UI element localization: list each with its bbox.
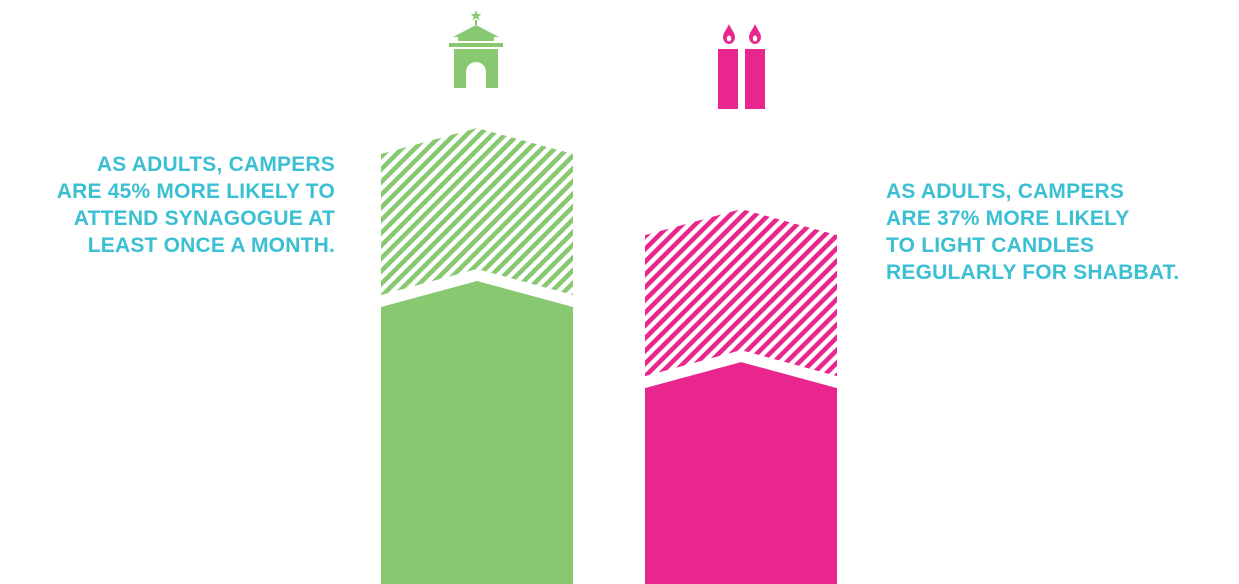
bars-layer xyxy=(381,128,837,584)
stat-line: TO LIGHT CANDLES xyxy=(886,234,1095,257)
bar xyxy=(381,128,573,584)
stat-line: AS ADULTS, CAMPERS xyxy=(886,180,1125,203)
bar xyxy=(645,209,837,584)
shabbat-candles-icon xyxy=(718,24,765,109)
stat-line: LEAST ONCE A MONTH. xyxy=(87,234,335,257)
stat-line: ARE 45% MORE LIKELY TO xyxy=(56,180,335,203)
stat-line: ATTEND SYNAGOGUE AT xyxy=(73,207,335,230)
stat-line: REGULARLY FOR SHABBAT. xyxy=(886,261,1180,284)
bar-hatched-cap xyxy=(381,128,573,295)
bar-solid-body xyxy=(645,362,837,584)
candles-stat-text: AS ADULTS, CAMPERS ARE 37% MORE LIKELY T… xyxy=(886,178,1179,286)
synagogue-stat-text: AS ADULTS, CAMPERS ARE 45% MORE LIKELY T… xyxy=(57,151,335,259)
bar-solid-body xyxy=(381,281,573,584)
synagogue-icon xyxy=(449,10,503,88)
bar-hatched-cap xyxy=(645,209,837,377)
stat-line: ARE 37% MORE LIKELY xyxy=(886,207,1130,230)
stat-line: AS ADULTS, CAMPERS xyxy=(96,153,335,176)
